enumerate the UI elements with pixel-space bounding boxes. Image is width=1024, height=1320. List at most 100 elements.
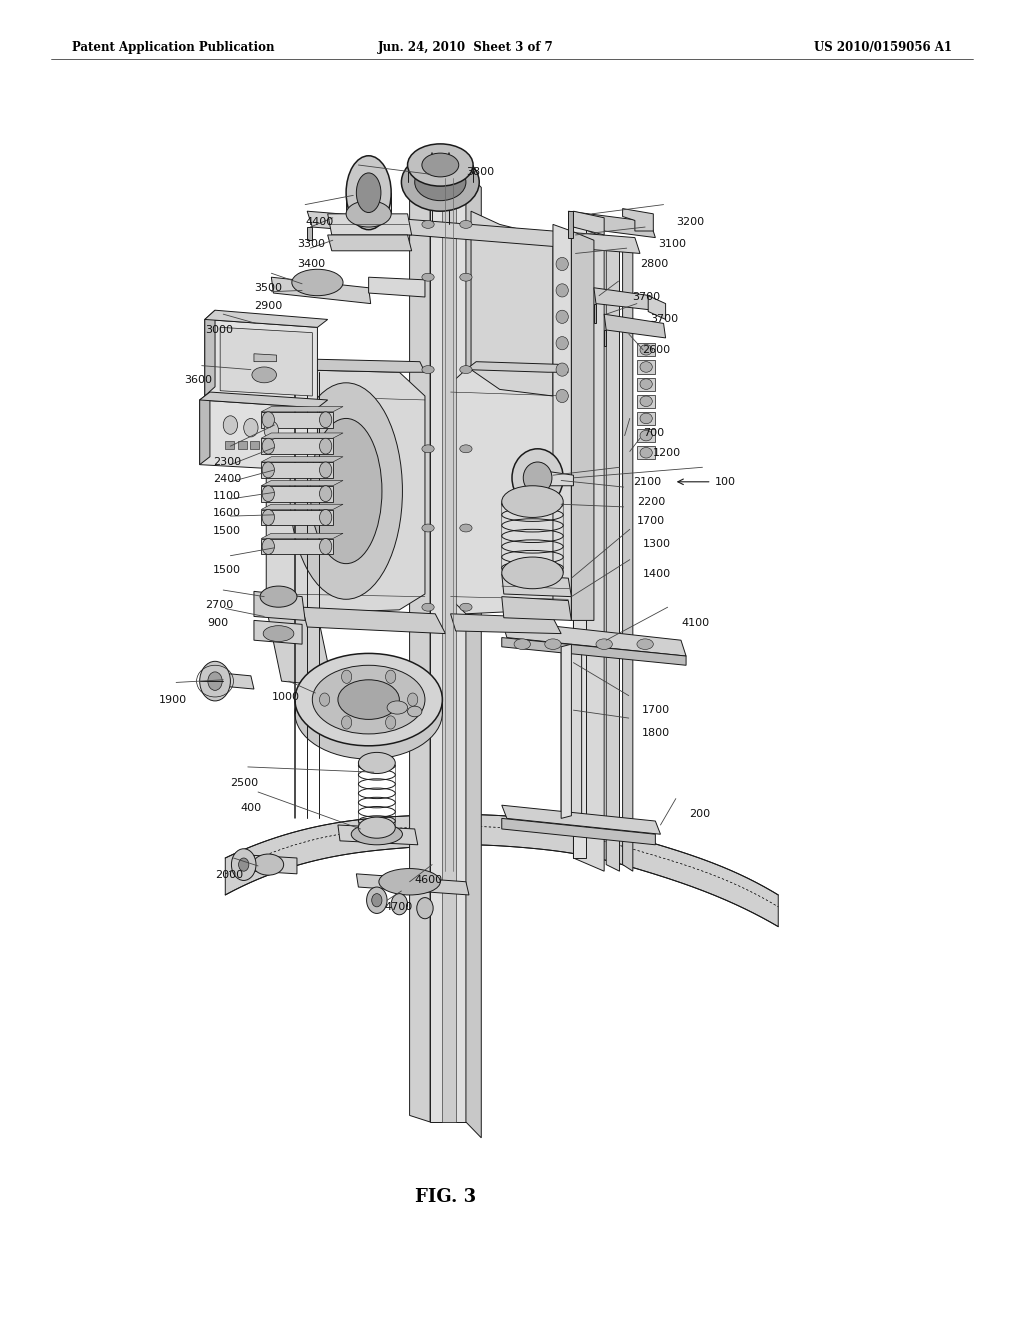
Text: 1800: 1800 xyxy=(642,727,670,738)
Text: Jun. 24, 2010  Sheet 3 of 7: Jun. 24, 2010 Sheet 3 of 7 xyxy=(378,41,554,54)
Text: 1500: 1500 xyxy=(213,525,241,536)
Polygon shape xyxy=(442,172,456,1122)
Polygon shape xyxy=(261,438,333,454)
Polygon shape xyxy=(261,480,343,486)
Polygon shape xyxy=(223,673,254,689)
Polygon shape xyxy=(553,224,571,620)
Polygon shape xyxy=(266,370,425,614)
Text: 3200: 3200 xyxy=(676,216,703,227)
Circle shape xyxy=(385,715,396,729)
Text: 100: 100 xyxy=(715,477,736,487)
Ellipse shape xyxy=(338,680,399,719)
Text: 2100: 2100 xyxy=(633,477,660,487)
Text: 1600: 1600 xyxy=(213,508,241,519)
Ellipse shape xyxy=(640,413,652,424)
Polygon shape xyxy=(200,400,317,471)
Polygon shape xyxy=(261,407,343,412)
Text: 1700: 1700 xyxy=(642,705,670,715)
Polygon shape xyxy=(261,462,333,478)
Ellipse shape xyxy=(263,626,294,642)
Text: 3800: 3800 xyxy=(466,166,494,177)
Text: 900: 900 xyxy=(207,618,228,628)
Ellipse shape xyxy=(460,273,472,281)
Polygon shape xyxy=(604,314,666,338)
Text: 2500: 2500 xyxy=(230,777,258,788)
Ellipse shape xyxy=(422,273,434,281)
Text: 3300: 3300 xyxy=(297,239,325,249)
Polygon shape xyxy=(261,433,343,438)
Text: 200: 200 xyxy=(689,809,711,820)
Polygon shape xyxy=(328,235,412,251)
Polygon shape xyxy=(561,647,582,825)
Polygon shape xyxy=(254,620,302,644)
Polygon shape xyxy=(225,814,778,927)
Text: 3100: 3100 xyxy=(658,239,686,249)
Polygon shape xyxy=(287,359,425,372)
Polygon shape xyxy=(623,209,653,231)
Polygon shape xyxy=(254,591,305,620)
Polygon shape xyxy=(410,172,430,1122)
Bar xyxy=(225,441,234,449)
Text: 700: 700 xyxy=(643,428,665,438)
Polygon shape xyxy=(637,378,655,391)
Polygon shape xyxy=(571,231,594,620)
Ellipse shape xyxy=(422,153,459,177)
Polygon shape xyxy=(261,510,333,525)
Text: 2900: 2900 xyxy=(254,301,283,312)
Ellipse shape xyxy=(319,462,332,478)
Circle shape xyxy=(341,715,352,729)
Polygon shape xyxy=(637,360,655,374)
Text: 3700: 3700 xyxy=(632,292,659,302)
Circle shape xyxy=(408,693,418,706)
Ellipse shape xyxy=(295,653,442,746)
Ellipse shape xyxy=(596,639,612,649)
Text: 3600: 3600 xyxy=(184,375,212,385)
Ellipse shape xyxy=(556,363,568,376)
Ellipse shape xyxy=(640,362,652,372)
Ellipse shape xyxy=(556,337,568,350)
Polygon shape xyxy=(502,574,571,597)
Circle shape xyxy=(264,421,279,440)
Ellipse shape xyxy=(640,396,652,407)
Ellipse shape xyxy=(556,389,568,403)
Polygon shape xyxy=(637,412,655,425)
Polygon shape xyxy=(573,211,604,235)
Polygon shape xyxy=(502,597,571,620)
Circle shape xyxy=(372,894,382,907)
Ellipse shape xyxy=(422,445,434,453)
Polygon shape xyxy=(254,354,276,362)
Circle shape xyxy=(208,672,222,690)
Ellipse shape xyxy=(319,510,332,525)
Text: 1300: 1300 xyxy=(643,539,671,549)
Text: 2400: 2400 xyxy=(213,474,242,484)
Circle shape xyxy=(239,858,249,871)
Text: FIG. 3: FIG. 3 xyxy=(415,1188,476,1206)
Ellipse shape xyxy=(408,706,422,717)
Polygon shape xyxy=(637,343,655,356)
Ellipse shape xyxy=(262,486,274,502)
Polygon shape xyxy=(261,533,343,539)
Polygon shape xyxy=(271,277,371,304)
Polygon shape xyxy=(568,211,655,238)
Polygon shape xyxy=(356,874,469,895)
Ellipse shape xyxy=(295,667,442,759)
Polygon shape xyxy=(220,327,312,396)
Polygon shape xyxy=(637,446,655,459)
Circle shape xyxy=(367,887,387,913)
Polygon shape xyxy=(261,457,343,462)
Polygon shape xyxy=(502,638,686,665)
Polygon shape xyxy=(200,392,328,408)
Text: 3000: 3000 xyxy=(205,325,232,335)
Text: 1100: 1100 xyxy=(213,491,241,502)
Polygon shape xyxy=(637,429,655,442)
Polygon shape xyxy=(637,395,655,408)
Ellipse shape xyxy=(401,153,479,211)
Text: 3500: 3500 xyxy=(254,282,282,293)
Ellipse shape xyxy=(319,438,332,454)
Ellipse shape xyxy=(502,486,563,517)
Ellipse shape xyxy=(422,603,434,611)
Polygon shape xyxy=(205,310,328,327)
Ellipse shape xyxy=(262,510,274,525)
Ellipse shape xyxy=(545,639,561,649)
Text: 400: 400 xyxy=(241,803,262,813)
